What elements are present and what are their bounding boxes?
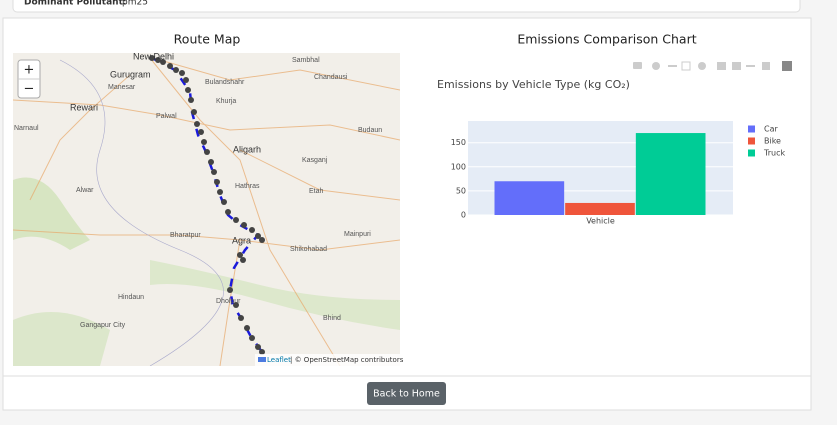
route-point bbox=[167, 63, 173, 69]
y-tick-label: 0 bbox=[461, 211, 466, 220]
pollutant-value: pm25 bbox=[122, 0, 148, 8]
route-point bbox=[241, 222, 247, 228]
legend-swatch bbox=[748, 149, 755, 157]
legend-label: Car bbox=[764, 125, 778, 134]
route-point bbox=[185, 87, 191, 93]
route-point bbox=[217, 189, 223, 195]
route-point bbox=[255, 344, 261, 350]
place-label: Aligarh bbox=[233, 144, 261, 154]
y-tick-label: 100 bbox=[451, 162, 466, 171]
place-label: Bhind bbox=[323, 315, 341, 322]
back-button-label[interactable]: Back to Home bbox=[373, 389, 440, 400]
place-label: Etah bbox=[309, 188, 324, 195]
route-point bbox=[233, 302, 239, 308]
route-point bbox=[225, 209, 231, 215]
route-point bbox=[179, 70, 185, 76]
place-label: Narnaul bbox=[14, 125, 39, 132]
place-label: Bharatpur bbox=[170, 232, 201, 239]
pollutant-label: Dominant Pollutant: bbox=[24, 0, 126, 8]
bar bbox=[494, 181, 565, 215]
route-point bbox=[173, 67, 179, 73]
place-label: Mainpuri bbox=[344, 231, 371, 238]
legend-label: Truck bbox=[763, 149, 785, 158]
route-point bbox=[191, 109, 197, 115]
route-point bbox=[160, 59, 166, 65]
place-label: New Delhi bbox=[133, 51, 174, 61]
route-point bbox=[249, 227, 255, 233]
route-point bbox=[233, 217, 239, 223]
bar bbox=[565, 202, 635, 215]
route-point bbox=[255, 233, 261, 239]
route-point bbox=[204, 149, 210, 155]
leaflet-flag bbox=[258, 357, 266, 362]
modebar[interactable] bbox=[633, 61, 792, 71]
attribution-bg bbox=[255, 354, 400, 366]
route-point bbox=[238, 315, 244, 321]
place-label: Alwar bbox=[76, 187, 94, 194]
attribution-text: | © OpenStreetMap contributors bbox=[290, 356, 404, 364]
map-title: Route Map bbox=[174, 32, 241, 47]
bar bbox=[635, 133, 706, 215]
chart-title: Emissions by Vehicle Type (kg CO₂) bbox=[437, 78, 630, 91]
place-label: Hathras bbox=[235, 183, 260, 190]
route-point bbox=[211, 169, 217, 175]
place-label: Agra bbox=[232, 235, 251, 245]
place-label: Gangapur City bbox=[80, 322, 126, 329]
place-label: Budaun bbox=[358, 127, 382, 134]
y-tick-label: 50 bbox=[456, 186, 466, 195]
legend-label: Bike bbox=[764, 137, 781, 146]
route-point bbox=[259, 237, 265, 243]
route-point bbox=[244, 325, 250, 331]
route-point bbox=[227, 287, 233, 293]
place-label: Shikohabad bbox=[290, 246, 327, 253]
route-point bbox=[259, 349, 265, 355]
route-point bbox=[183, 77, 189, 83]
legend-swatch bbox=[748, 137, 755, 145]
forest bbox=[150, 260, 400, 330]
place-label: Manesar bbox=[108, 84, 136, 91]
place-label: Khurja bbox=[216, 98, 236, 105]
info-card bbox=[12, 0, 801, 13]
attribution-link[interactable]: Leaflet bbox=[267, 356, 291, 364]
place-label: Sambhal bbox=[292, 57, 320, 64]
route-point bbox=[201, 139, 207, 145]
place-label: Gurugram bbox=[110, 69, 151, 79]
legend-swatch bbox=[748, 125, 755, 133]
route-point bbox=[198, 129, 204, 135]
place-label: Chandausi bbox=[314, 74, 348, 81]
place-label: Palwal bbox=[156, 113, 177, 120]
river bbox=[59, 59, 224, 366]
route-points bbox=[149, 55, 265, 355]
back-button[interactable] bbox=[367, 382, 446, 405]
y-tick-label: 150 bbox=[451, 138, 466, 147]
forest bbox=[13, 312, 110, 366]
place-label: Bulandshahr bbox=[205, 79, 245, 86]
chart-heading: Emissions Comparison Chart bbox=[517, 32, 696, 47]
route-point bbox=[208, 159, 214, 165]
place-label: Dholpur bbox=[216, 298, 241, 305]
route-point bbox=[155, 57, 161, 63]
zoom-out[interactable]: − bbox=[24, 82, 35, 97]
place-label: Kasganj bbox=[302, 157, 328, 164]
route-point bbox=[149, 55, 155, 61]
route-point bbox=[221, 199, 227, 205]
map[interactable]: New Delhi Gurugram Manesar Rewari Palwal… bbox=[13, 51, 404, 366]
route-point bbox=[249, 335, 255, 341]
route-point bbox=[188, 97, 194, 103]
route-point bbox=[240, 257, 246, 263]
route-point bbox=[237, 252, 243, 258]
route-point bbox=[214, 179, 220, 185]
zoom-in[interactable]: + bbox=[24, 63, 35, 78]
place-label: Rewari bbox=[70, 102, 98, 112]
x-tick-label: Vehicle bbox=[586, 217, 615, 226]
route-point bbox=[194, 121, 200, 127]
place-labels: New Delhi Gurugram Manesar Rewari Palwal… bbox=[14, 51, 382, 329]
place-label: Hindaun bbox=[118, 294, 144, 301]
